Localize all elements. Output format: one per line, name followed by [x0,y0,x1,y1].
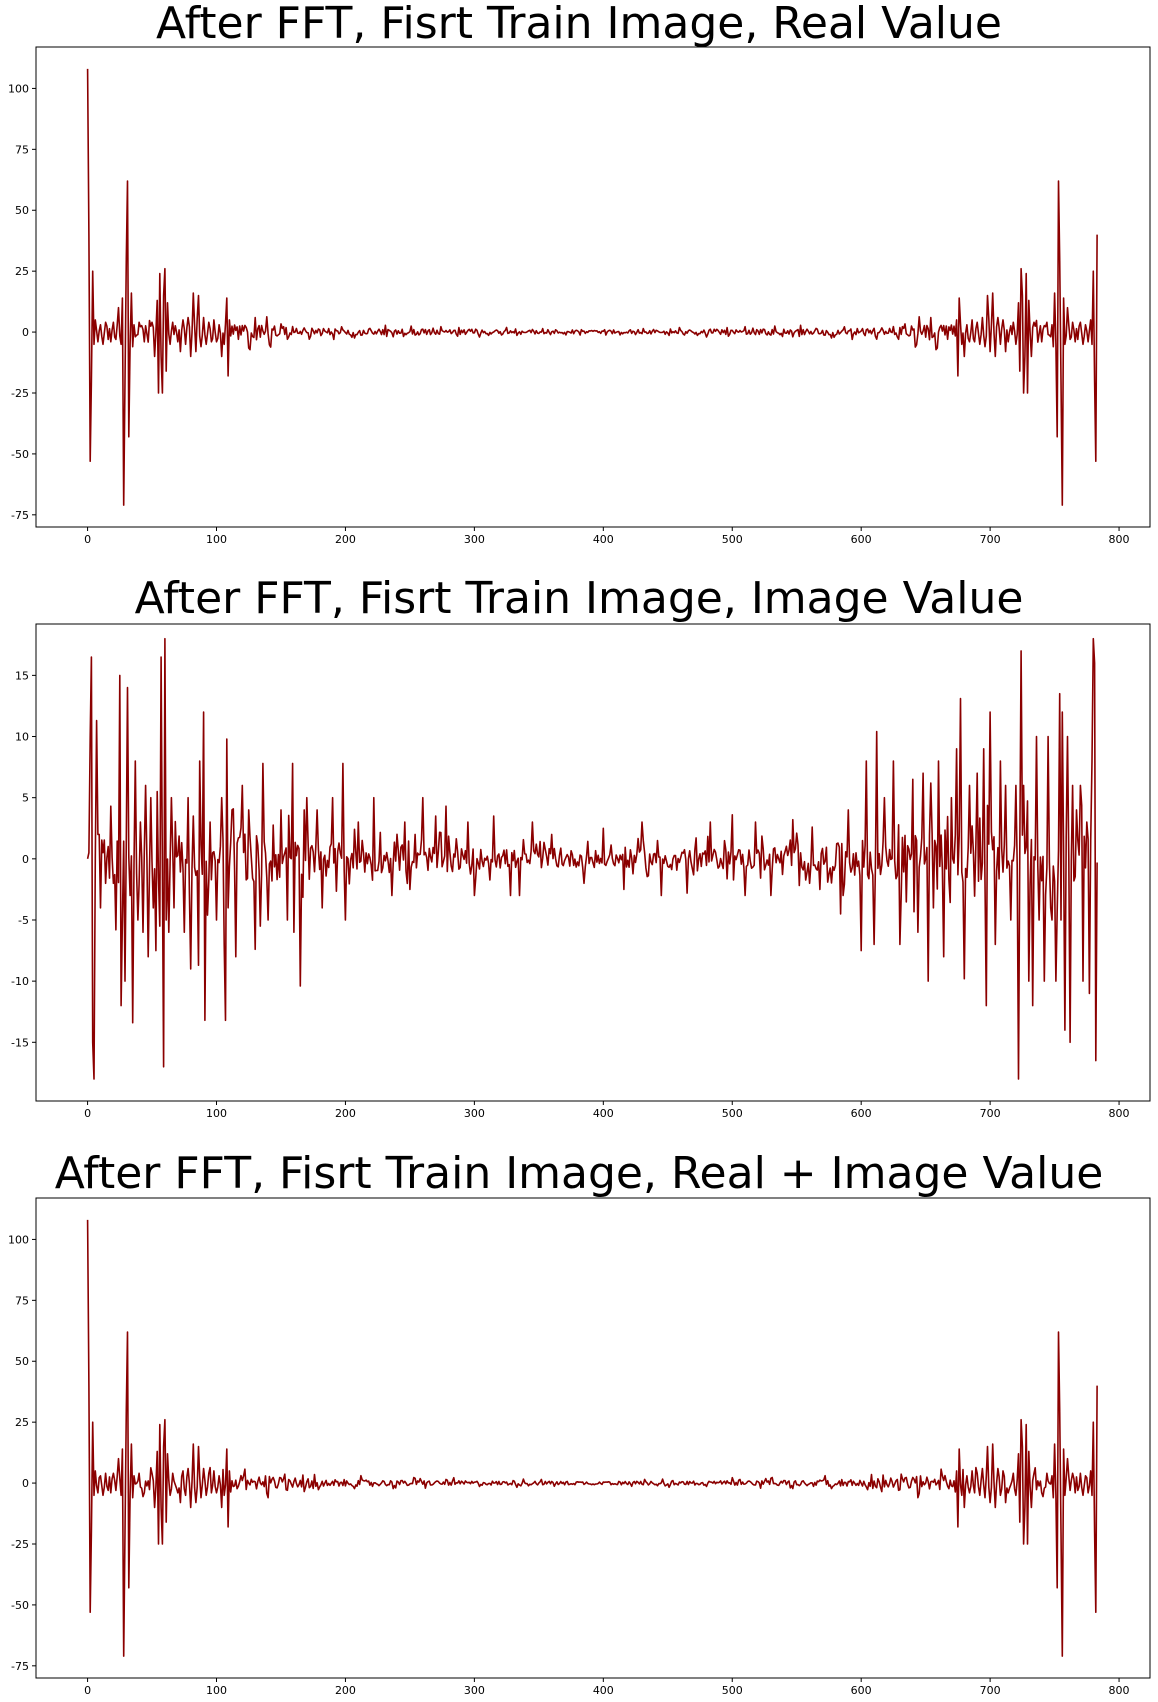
series-line [86,1219,1098,1657]
chart-panel-2: After FFT, Fisrt Train Image, Image Valu… [0,573,1158,1120]
chart-panel-3: After FFT, Fisrt Train Image, Real + Ima… [0,1150,1158,1702]
y-tick-label: -75 [11,1660,29,1673]
x-tick-label: 700 [980,1684,1001,1697]
x-tick-label: 500 [722,1684,743,1697]
chart-title: After FFT, Fisrt Train Image, Image Valu… [134,573,1024,624]
plot-area: 0 100 200 300 400 500 600 700 800 100 75 50 25 0 -25 -5… [8,46,1151,546]
x-tick-label: 400 [593,1684,614,1697]
x-tick-label: 0 [84,1107,91,1120]
y-tick-label: -5 [18,914,29,927]
x-tick-label: 200 [335,1107,356,1120]
x-tick-label: 300 [464,1684,485,1697]
x-tick-label: 0 [84,533,91,546]
x-tick-label: 600 [851,533,872,546]
x-tick-label: 100 [206,1684,227,1697]
y-tick-label: 50 [15,1355,29,1368]
x-tick-label: 600 [851,1684,872,1697]
y-tick-label: 5 [22,792,29,805]
y-tick-label: 10 [15,731,29,744]
series-line [86,68,1098,506]
x-tick-label: 100 [206,1107,227,1120]
plot-area: 0 100 200 300 400 500 600 700 800 100 75 50 25 0 -25 -5… [8,1197,1151,1697]
plot-frame [35,46,1151,528]
y-tick-label: 75 [15,143,29,156]
y-tick-label: 50 [15,204,29,217]
y-tick-label: 100 [8,1233,29,1246]
y-tick-label: 0 [22,853,29,866]
x-tick-label: 300 [464,533,485,546]
x-tick-label: 800 [1109,1107,1130,1120]
x-tick-label: 0 [84,1684,91,1697]
y-tick-label: 15 [15,669,29,682]
x-tick-label: 400 [593,533,614,546]
y-tick-label: 25 [15,1416,29,1429]
x-tick-label: 700 [980,1107,1001,1120]
x-tick-label: 500 [722,533,743,546]
x-tick-label: 700 [980,533,1001,546]
x-tick-label: 400 [593,1107,614,1120]
plot-frame [35,1197,1151,1679]
plot-frame [35,623,1151,1102]
chart-title: After FFT, Fisrt Train Image, Real + Ima… [54,1148,1104,1199]
series-line [86,637,1098,1080]
y-tick-label: -15 [11,1036,29,1049]
y-tick-label: -50 [11,1599,29,1612]
y-tick-label: -10 [11,975,29,988]
plot-area: 0 100 200 300 400 500 600 700 800 15 10 5 0 -5 -10 -15 [11,623,1151,1120]
y-tick-label: 25 [15,265,29,278]
y-tick-label: 75 [15,1294,29,1307]
x-tick-label: 500 [722,1107,743,1120]
x-tick-label: 100 [206,533,227,546]
y-tick-label: -25 [11,387,29,400]
x-tick-label: 200 [335,1684,356,1697]
y-tick-label: -25 [11,1538,29,1551]
chart-title: After FFT, Fisrt Train Image, Real Value [156,0,1002,49]
x-tick-label: 200 [335,533,356,546]
x-tick-label: 800 [1109,1684,1130,1697]
y-tick-label: 100 [8,82,29,95]
y-tick-label: 0 [22,1477,29,1490]
x-tick-label: 600 [851,1107,872,1120]
x-tick-label: 300 [464,1107,485,1120]
y-tick-label: -50 [11,448,29,461]
chart-panel-1: After FFT, Fisrt Train Image, Real Value… [0,0,1158,546]
x-tick-label: 800 [1109,533,1130,546]
y-tick-label: 0 [22,326,29,339]
y-tick-label: -75 [11,509,29,522]
